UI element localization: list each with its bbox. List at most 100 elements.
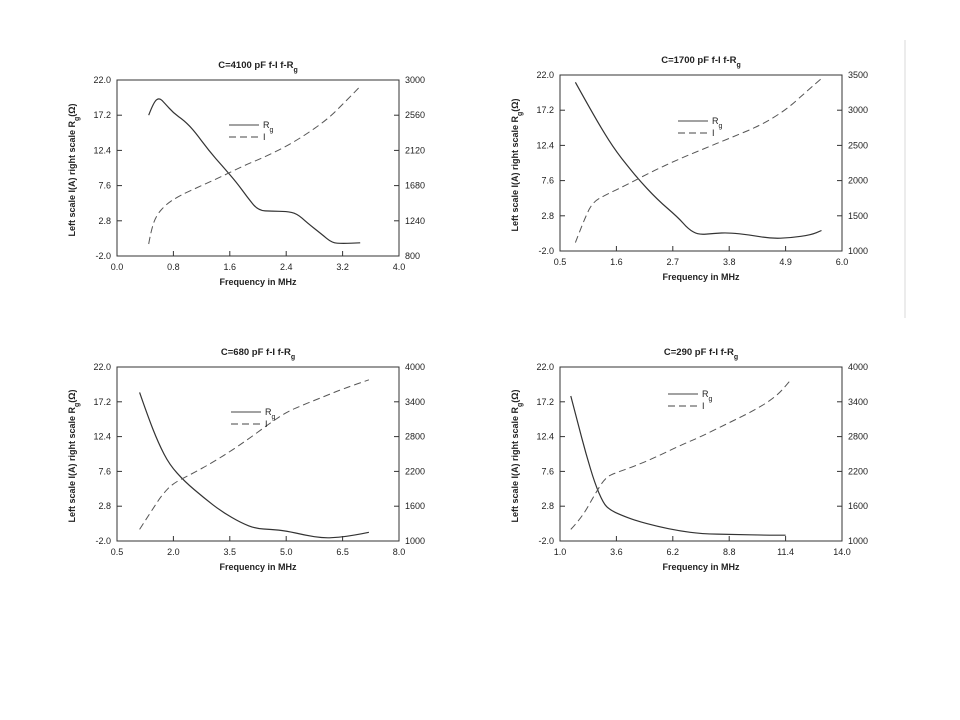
- x-axis-label: Frequency in MHz: [219, 277, 297, 287]
- y2-tick-label: 2200: [405, 466, 425, 476]
- y2-tick-label: 3000: [848, 105, 868, 115]
- y-tick-label: 2.8: [541, 211, 554, 221]
- legend-label: Rg: [712, 116, 723, 130]
- y-tick-label: -2.0: [538, 246, 554, 256]
- x-tick-label: 0.0: [111, 262, 124, 272]
- y-tick-label: -2.0: [95, 251, 111, 261]
- x-tick-label: 2.0: [167, 547, 180, 557]
- y-tick-label: 22.0: [93, 75, 111, 85]
- series-line-I: [574, 78, 822, 243]
- y2-tick-label: 2500: [848, 140, 868, 150]
- x-tick-label: 0.5: [111, 547, 124, 557]
- y2-tick-label: 4000: [405, 362, 425, 372]
- plot-frame: [559, 366, 843, 542]
- legend-label: I: [712, 128, 715, 138]
- y2-tick-label: 1500: [848, 211, 868, 221]
- x-tick-label: 0.5: [554, 257, 567, 267]
- legend-label: I: [265, 419, 268, 429]
- y-axis-label: Left scale I(A) right scale Rg(Ω): [510, 98, 524, 231]
- y-axis-label: Left scale I(A) right scale Rg(Ω): [510, 389, 524, 522]
- x-tick-label: 2.4: [280, 262, 293, 272]
- x-tick-label: 6.2: [667, 547, 680, 557]
- x-axis-label: Frequency in MHz: [662, 562, 740, 572]
- y2-tick-label: 1000: [848, 536, 868, 546]
- y-tick-label: 17.2: [93, 397, 111, 407]
- chart-title: C=290 pF f-I f-Rg: [664, 347, 738, 361]
- y2-tick-label: 3400: [848, 397, 868, 407]
- x-tick-label: 1.6: [610, 257, 623, 267]
- legend-label: Rg: [263, 120, 274, 134]
- x-tick-label: 6.5: [336, 547, 349, 557]
- y2-tick-label: 4000: [848, 362, 868, 372]
- x-tick-label: 6.0: [836, 257, 849, 267]
- y2-tick-label: 2800: [848, 432, 868, 442]
- x-tick-label: 8.0: [393, 547, 406, 557]
- x-axis-label: Frequency in MHz: [219, 562, 297, 572]
- x-tick-label: 3.2: [336, 262, 349, 272]
- x-tick-label: 5.0: [280, 547, 293, 557]
- x-tick-label: 3.5: [224, 547, 237, 557]
- y2-tick-label: 2800: [405, 432, 425, 442]
- y2-tick-label: 1240: [405, 216, 425, 226]
- y-tick-label: 22.0: [93, 362, 111, 372]
- x-tick-label: 2.7: [667, 257, 680, 267]
- chart-panel-1: C=4100 pF f-I f-Rg 0.0 0.8 1.6 2.4 3.2 4.0 -2.0…: [67, 60, 425, 287]
- legend-label: I: [263, 132, 266, 142]
- x-tick-label: 3.8: [723, 257, 736, 267]
- legend-label: Rg: [265, 407, 276, 421]
- x-tick-label: 1.6: [224, 262, 237, 272]
- plot-frame: [559, 74, 843, 252]
- y-tick-label: 22.0: [536, 70, 554, 80]
- series-line-I: [148, 86, 361, 245]
- chart-title: C=4100 pF f-I f-Rg: [218, 60, 298, 74]
- y-tick-label: 2.8: [541, 501, 554, 511]
- series-line-Rg: [139, 392, 370, 539]
- chart-panel-2: C=1700 pF f-I f-Rg 0.5 1.6 2.7 3.8 4.9 6.0 -2.0…: [510, 55, 868, 282]
- y-tick-label: 17.2: [536, 105, 554, 115]
- x-tick-label: 14.0: [833, 547, 851, 557]
- series-line-Rg: [148, 98, 361, 244]
- chart-panel-3: C=680 pF f-I f-Rg 0.5 2.0 3.5 5.0 6.5 8.0 -2.0 2…: [67, 347, 425, 572]
- y-tick-label: 7.6: [541, 466, 554, 476]
- y2-tick-label: 1680: [405, 181, 425, 191]
- y-tick-label: -2.0: [95, 536, 111, 546]
- series-line-I: [570, 380, 791, 530]
- y2-tick-label: 2120: [405, 145, 425, 155]
- y-tick-label: 12.4: [93, 432, 111, 442]
- y-axis-label: Left scale I(A) right scale Rg(Ω): [67, 103, 81, 236]
- y2-tick-label: 1600: [405, 501, 425, 511]
- chart-panel-4: C=290 pF f-I f-Rg 1.0 3.6 6.2 8.8 11.4 14.0 -2.…: [510, 347, 868, 572]
- y2-tick-label: 2200: [848, 466, 868, 476]
- y-tick-label: 12.4: [536, 140, 554, 150]
- y2-tick-label: 1000: [405, 536, 425, 546]
- x-tick-label: 3.6: [610, 547, 623, 557]
- y-tick-label: 12.4: [536, 432, 554, 442]
- series-line-Rg: [570, 395, 786, 536]
- legend-label: I: [702, 401, 705, 411]
- y-axis-label: Left scale I(A) right scale Rg(Ω): [67, 389, 81, 522]
- x-tick-label: 4.9: [779, 257, 792, 267]
- plot-frame: [116, 79, 400, 257]
- x-tick-label: 1.0: [554, 547, 567, 557]
- y-tick-label: 12.4: [93, 145, 111, 155]
- y2-tick-label: 1600: [848, 501, 868, 511]
- x-tick-label: 0.8: [167, 262, 180, 272]
- y2-tick-label: 1000: [848, 246, 868, 256]
- x-tick-label: 11.4: [777, 547, 794, 557]
- y-tick-label: 7.6: [98, 466, 111, 476]
- series-line-I: [139, 379, 370, 530]
- y2-tick-label: 3500: [848, 70, 868, 80]
- x-tick-label: 4.0: [393, 262, 406, 272]
- plot-frame: [116, 366, 400, 542]
- chart-title: C=680 pF f-I f-Rg: [221, 347, 295, 361]
- legend-label: Rg: [702, 389, 713, 403]
- series-line-Rg: [574, 82, 822, 239]
- x-tick-label: 8.8: [723, 547, 736, 557]
- y2-tick-label: 2560: [405, 110, 425, 120]
- y2-tick-label: 2000: [848, 176, 868, 186]
- chart-title: C=1700 pF f-I f-Rg: [661, 55, 741, 69]
- y2-tick-label: 3400: [405, 397, 425, 407]
- x-axis-label: Frequency in MHz: [662, 272, 740, 282]
- y-tick-label: 2.8: [98, 501, 111, 511]
